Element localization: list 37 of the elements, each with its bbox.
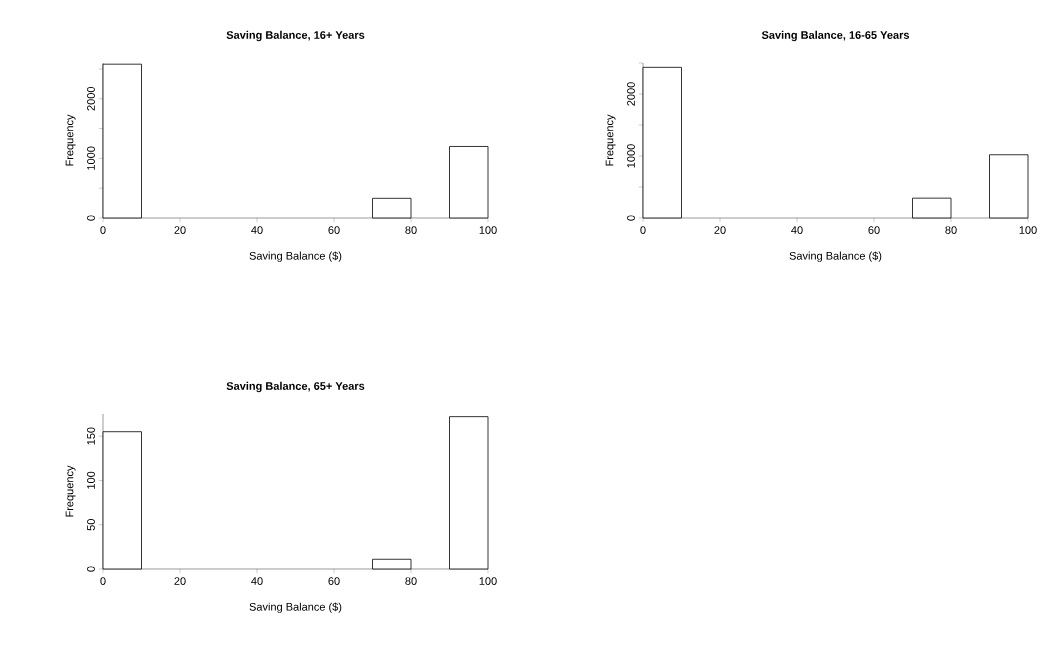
y-axis-title: Frequency [65, 114, 76, 166]
x-tick-label: 40 [251, 226, 263, 234]
y-tick-label: 50 [87, 519, 95, 531]
x-tick-label: 0 [640, 226, 646, 234]
x-tick-label: 0 [100, 226, 106, 234]
x-tick-label: 100 [1019, 226, 1037, 234]
y-tick-label: 0 [627, 215, 635, 221]
x-tick-label: 80 [405, 226, 417, 234]
x-tick-label: 60 [868, 226, 880, 234]
y-tick-label: 150 [87, 427, 95, 445]
y-tick-label: 0 [87, 215, 95, 221]
x-tick-label: 40 [251, 577, 263, 585]
x-tick-label: 80 [945, 226, 957, 234]
chart-title: Saving Balance, 16+ Years [226, 30, 365, 42]
y-tick-label: 100 [87, 471, 95, 489]
y-tick-label: 2000 [87, 86, 95, 111]
chart-title: Saving Balance, 16-65 Years [761, 30, 910, 42]
x-tick-label: 20 [174, 226, 186, 234]
y-tick-label: 0 [87, 566, 95, 572]
x-tick-label: 60 [328, 577, 340, 585]
x-tick-label: 20 [174, 577, 186, 585]
x-tick-label: 0 [100, 577, 106, 585]
chart-title: Saving Balance, 65+ Years [226, 381, 365, 393]
x-tick-label: 100 [479, 226, 497, 234]
y-tick-label: 1000 [87, 146, 95, 170]
y-tick-label: 1000 [627, 144, 635, 168]
x-tick-label: 40 [791, 226, 803, 234]
x-tick-label: 80 [405, 577, 417, 585]
y-axis-title: Frequency [605, 114, 616, 166]
y-tick-label: 2000 [627, 82, 635, 106]
x-axis-title: Saving Balance ($) [789, 251, 882, 262]
x-tick-label: 60 [328, 226, 340, 234]
x-axis-title: Saving Balance ($) [249, 602, 342, 613]
x-tick-label: 100 [479, 577, 497, 585]
y-axis-title: Frequency [65, 465, 76, 517]
x-tick-label: 20 [714, 226, 726, 234]
x-axis-title: Saving Balance ($) [249, 251, 342, 262]
